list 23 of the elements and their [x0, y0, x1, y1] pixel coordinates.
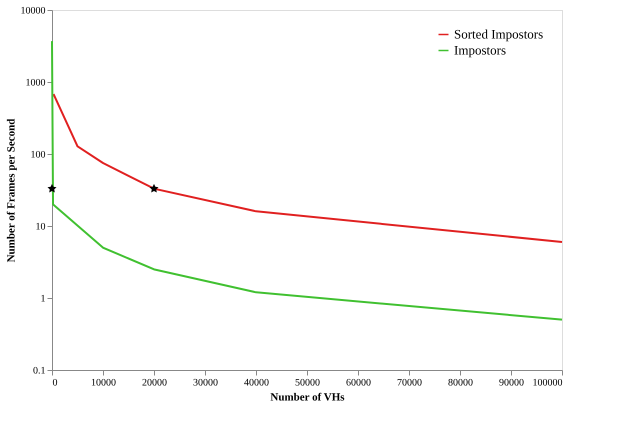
y-tick-label: 10 [36, 222, 46, 232]
y-tick-label: 1000 [26, 78, 46, 88]
y-axis-title: Number of Frames per Second [6, 118, 18, 262]
x-tick-label: 50000 [295, 378, 320, 388]
y-tick-label: 10000 [20, 6, 46, 16]
y-tick-label: 100 [30, 150, 46, 160]
x-tick-label: 90000 [499, 378, 524, 388]
line-series [51, 40, 563, 321]
y-tick-label: 1 [40, 294, 46, 304]
x-axis-title: Number of VHs [270, 392, 346, 404]
x-tick-label: 30000 [193, 378, 218, 388]
x-tick-label: 70000 [397, 378, 422, 388]
x-tick-label: 40000 [244, 378, 269, 388]
x-tick-label: 10000 [91, 378, 116, 388]
x-tick-label: 80000 [448, 378, 473, 388]
y-tick-label: 0.1 [33, 366, 46, 376]
x-tick-label: 60000 [346, 378, 371, 388]
x-tick-label: 100000 [532, 378, 562, 388]
x-tick-label: 0 [52, 378, 58, 388]
line-series [52, 93, 563, 243]
legend-label: Impostors [454, 42, 506, 58]
x-tick-label: 20000 [142, 378, 167, 388]
legend-label: Sorted Impostors [454, 26, 544, 42]
